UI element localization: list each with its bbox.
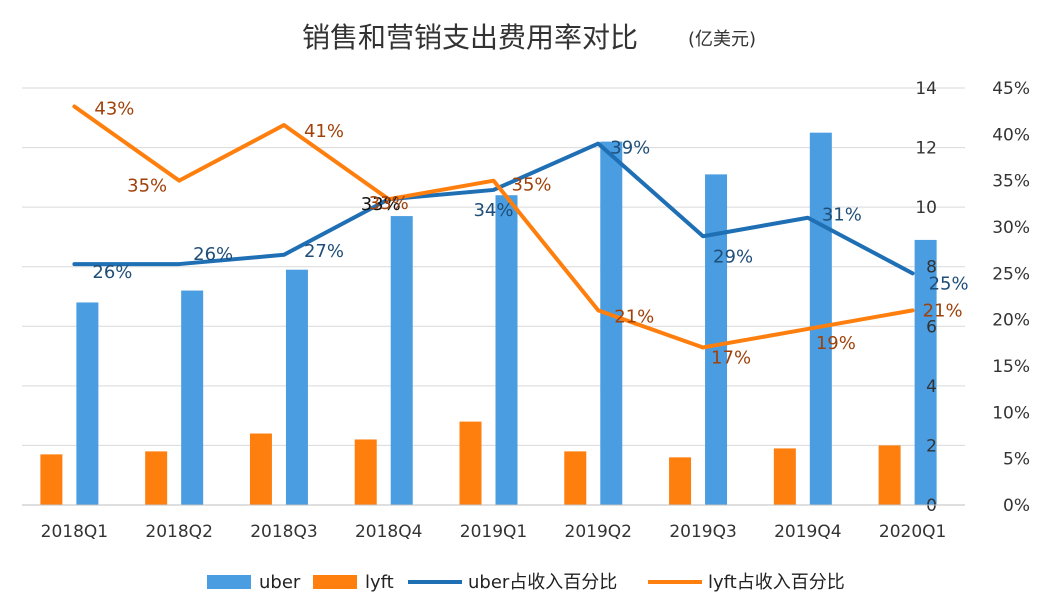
bars-layer [40, 132, 937, 506]
y-right-tick-label: 35% [992, 172, 1030, 192]
bar-lyft [773, 448, 796, 505]
y-right-tick-label: 20% [992, 311, 1030, 331]
data-label-lyft-pct: 33% [369, 193, 409, 214]
legend-label: lyft [365, 572, 394, 593]
x-tick-label: 2019Q4 [774, 522, 841, 542]
bar-lyft [145, 451, 168, 505]
bar-uber [600, 141, 623, 505]
bar-uber [705, 174, 728, 505]
data-label-lyft-pct: 17% [711, 347, 751, 368]
data-label-uber-pct: 33% [361, 194, 401, 215]
x-tick-label: 2019Q1 [460, 522, 527, 542]
y-left-tick-label: 6 [926, 317, 937, 337]
bar-lyft [40, 454, 63, 505]
y-right-tick-label: 45% [992, 79, 1030, 99]
x-tick-label: 2018Q1 [41, 522, 108, 542]
x-tick-label: 2019Q3 [669, 522, 736, 542]
y-left-tick-label: 2 [926, 436, 937, 456]
y-left-tick-label: 8 [926, 258, 937, 278]
data-label-uber-pct: 25% [929, 273, 969, 294]
bar-lyft [354, 439, 377, 505]
bar-uber [809, 132, 832, 505]
bar-lyft [249, 433, 272, 505]
bar-lyft [669, 457, 692, 505]
data-label-lyft-pct: 35% [512, 175, 552, 196]
bar-lyft [878, 445, 901, 505]
data-label-uber-pct: 29% [713, 246, 753, 267]
bar-uber [495, 195, 518, 505]
data-label-uber-pct: 31% [822, 205, 862, 226]
data-label-lyft-pct: 21% [614, 306, 654, 327]
legend-label: uber占收入百分比 [468, 572, 617, 593]
y-left-tick-label: 14 [915, 79, 937, 99]
x-tick-label: 2018Q4 [355, 522, 422, 542]
y-right-tick-label: 5% [1003, 450, 1030, 470]
bar-lyft [564, 451, 587, 505]
y-right-tick-label: 0% [1003, 496, 1030, 516]
y-left-tick-label: 4 [926, 377, 937, 397]
bar-uber [390, 216, 413, 506]
data-label-uber-pct: 34% [473, 200, 513, 221]
bar-uber [285, 269, 308, 505]
title-group: 销售和营销支出费用率对比 (亿美元) [302, 21, 756, 54]
line-lyft-pct [72, 104, 915, 350]
lines-layer [72, 104, 915, 350]
legend-swatch [207, 575, 251, 589]
data-label-lyft-pct: 41% [304, 121, 344, 142]
y-left-tick-label: 10 [915, 198, 937, 218]
data-label-uber-pct: 26% [92, 262, 132, 283]
line-uber-pct [72, 141, 915, 276]
bar-uber [914, 239, 937, 505]
chart-title: 销售和营销支出费用率对比 [302, 21, 638, 54]
data-label-uber-pct: 27% [304, 241, 344, 262]
data-label-lyft-pct: 35% [127, 176, 167, 197]
y-right-tick-label: 25% [992, 264, 1030, 284]
grid-layer [22, 87, 965, 446]
legend-layer: uber lyft uber占收入百分比 lyft占收入百分比 [207, 572, 845, 593]
legend-label: uber [259, 572, 301, 593]
axes-layer: 0 2 4 6 8 10 12 14 0% 5% 10% 15% 20% 25% 30% 35% 40% 45% 2… [22, 79, 1030, 542]
x-tick-label: 2018Q2 [145, 522, 212, 542]
data-label-uber-pct: 39% [610, 138, 650, 159]
y-right-tick-label: 40% [992, 125, 1030, 145]
labels-layer: 26% 26% 27% 33% 34% 39% 29% 31% 25% 43% 35% 41% 33% 3… [92, 99, 968, 369]
chart-subtitle: (亿美元) [688, 29, 756, 50]
y-right-tick-label: 10% [992, 403, 1030, 423]
legend-label: lyft占收入百分比 [708, 572, 845, 593]
bar-lyft [459, 421, 482, 505]
x-tick-label: 2020Q1 [879, 522, 946, 542]
x-tick-label: 2018Q3 [250, 522, 317, 542]
y-left-tick-label: 0 [926, 496, 937, 516]
legend-swatch [313, 575, 357, 589]
bar-uber [76, 302, 99, 505]
y-right-tick-label: 30% [992, 218, 1030, 238]
data-label-lyft-pct: 43% [94, 99, 134, 120]
data-label-lyft-pct: 19% [816, 333, 856, 354]
y-right-tick-label: 15% [992, 357, 1030, 377]
data-label-lyft-pct: 21% [923, 300, 963, 321]
data-label-uber-pct: 26% [193, 244, 233, 265]
y-left-tick-label: 12 [915, 139, 937, 159]
bar-uber [181, 290, 204, 505]
x-tick-label: 2019Q2 [565, 522, 632, 542]
